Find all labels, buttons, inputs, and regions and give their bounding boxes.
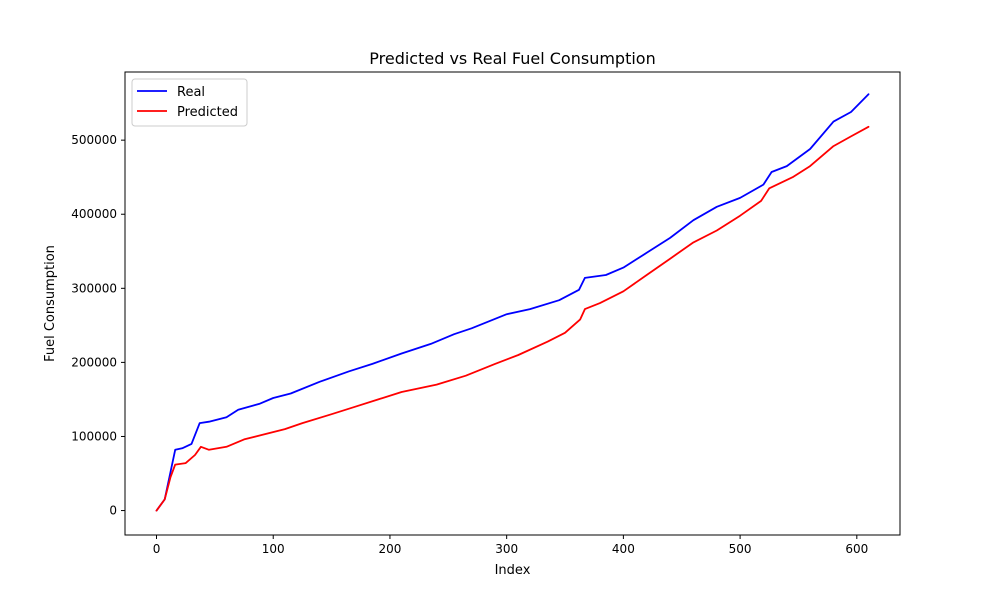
x-axis-ticks: 0 100 200 300 400 500 600 [153, 535, 868, 556]
x-tick-label: 600 [845, 542, 868, 556]
x-axis-label: Index [495, 563, 531, 578]
plot-area [124, 71, 901, 536]
plot-background [125, 72, 900, 535]
y-tick-label: 100000 [71, 429, 117, 443]
x-tick-label: 200 [378, 542, 401, 556]
y-tick-label: 300000 [71, 281, 117, 295]
x-tick-label: 400 [612, 542, 635, 556]
x-tick-label: 100 [262, 542, 285, 556]
y-axis-label: Fuel Consumption [43, 245, 58, 362]
legend: Real Predicted [131, 78, 248, 127]
series-line-real [155, 93, 870, 512]
y-axis-ticks: 0 100000 200000 300000 400000 500000 [71, 133, 125, 518]
y-tick-label: 200000 [71, 355, 117, 369]
x-tick-label: 0 [153, 542, 161, 556]
series-line-predicted [155, 125, 870, 512]
chart-title: Predicted vs Real Fuel Consumption [369, 49, 655, 68]
plot-frame [124, 71, 901, 536]
y-tick-label: 0 [109, 504, 117, 518]
legend-label-predicted: Predicted [177, 105, 238, 120]
x-tick-label: 500 [729, 542, 752, 556]
y-tick-label: 500000 [71, 133, 117, 147]
series-layer [155, 93, 870, 512]
y-tick-label: 400000 [71, 207, 117, 221]
x-tick-label: 300 [495, 542, 518, 556]
legend-label-real: Real [177, 85, 205, 100]
